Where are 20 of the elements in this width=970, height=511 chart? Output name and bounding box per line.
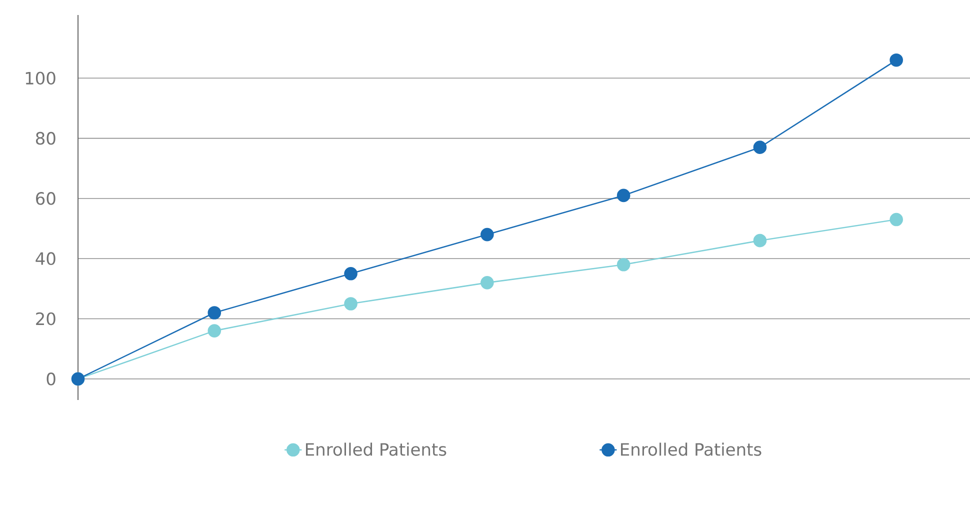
point: [480, 228, 494, 242]
point: [480, 276, 494, 290]
point: [616, 188, 630, 202]
y-tick-label: 0: [46, 372, 56, 386]
point: [208, 306, 222, 320]
point: [890, 53, 903, 67]
legend-label: Enrolled Patients: [621, 442, 762, 456]
y-tick-label: 100: [26, 72, 56, 85]
point: [344, 267, 358, 280]
y-tick-label: 80: [36, 132, 56, 145]
point: [890, 212, 903, 226]
point: [208, 324, 222, 338]
point: [616, 258, 630, 272]
legend-label: Enrolled Patients: [306, 442, 446, 456]
y-tick-label: 20: [36, 312, 56, 326]
point: [344, 297, 358, 310]
point: [753, 234, 767, 248]
point: [753, 140, 767, 154]
y-tick-label: 40: [36, 252, 56, 266]
y-tick-label: 60: [36, 192, 56, 205]
